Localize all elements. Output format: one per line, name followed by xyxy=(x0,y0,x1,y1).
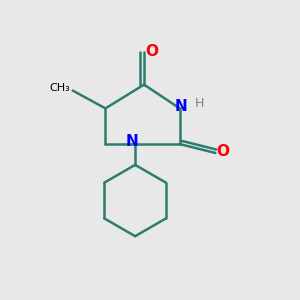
Text: O: O xyxy=(145,44,158,59)
Text: H: H xyxy=(194,98,204,110)
Text: N: N xyxy=(175,99,188,114)
Text: N: N xyxy=(126,134,139,148)
Text: CH₃: CH₃ xyxy=(49,82,70,93)
Text: O: O xyxy=(216,144,229,159)
